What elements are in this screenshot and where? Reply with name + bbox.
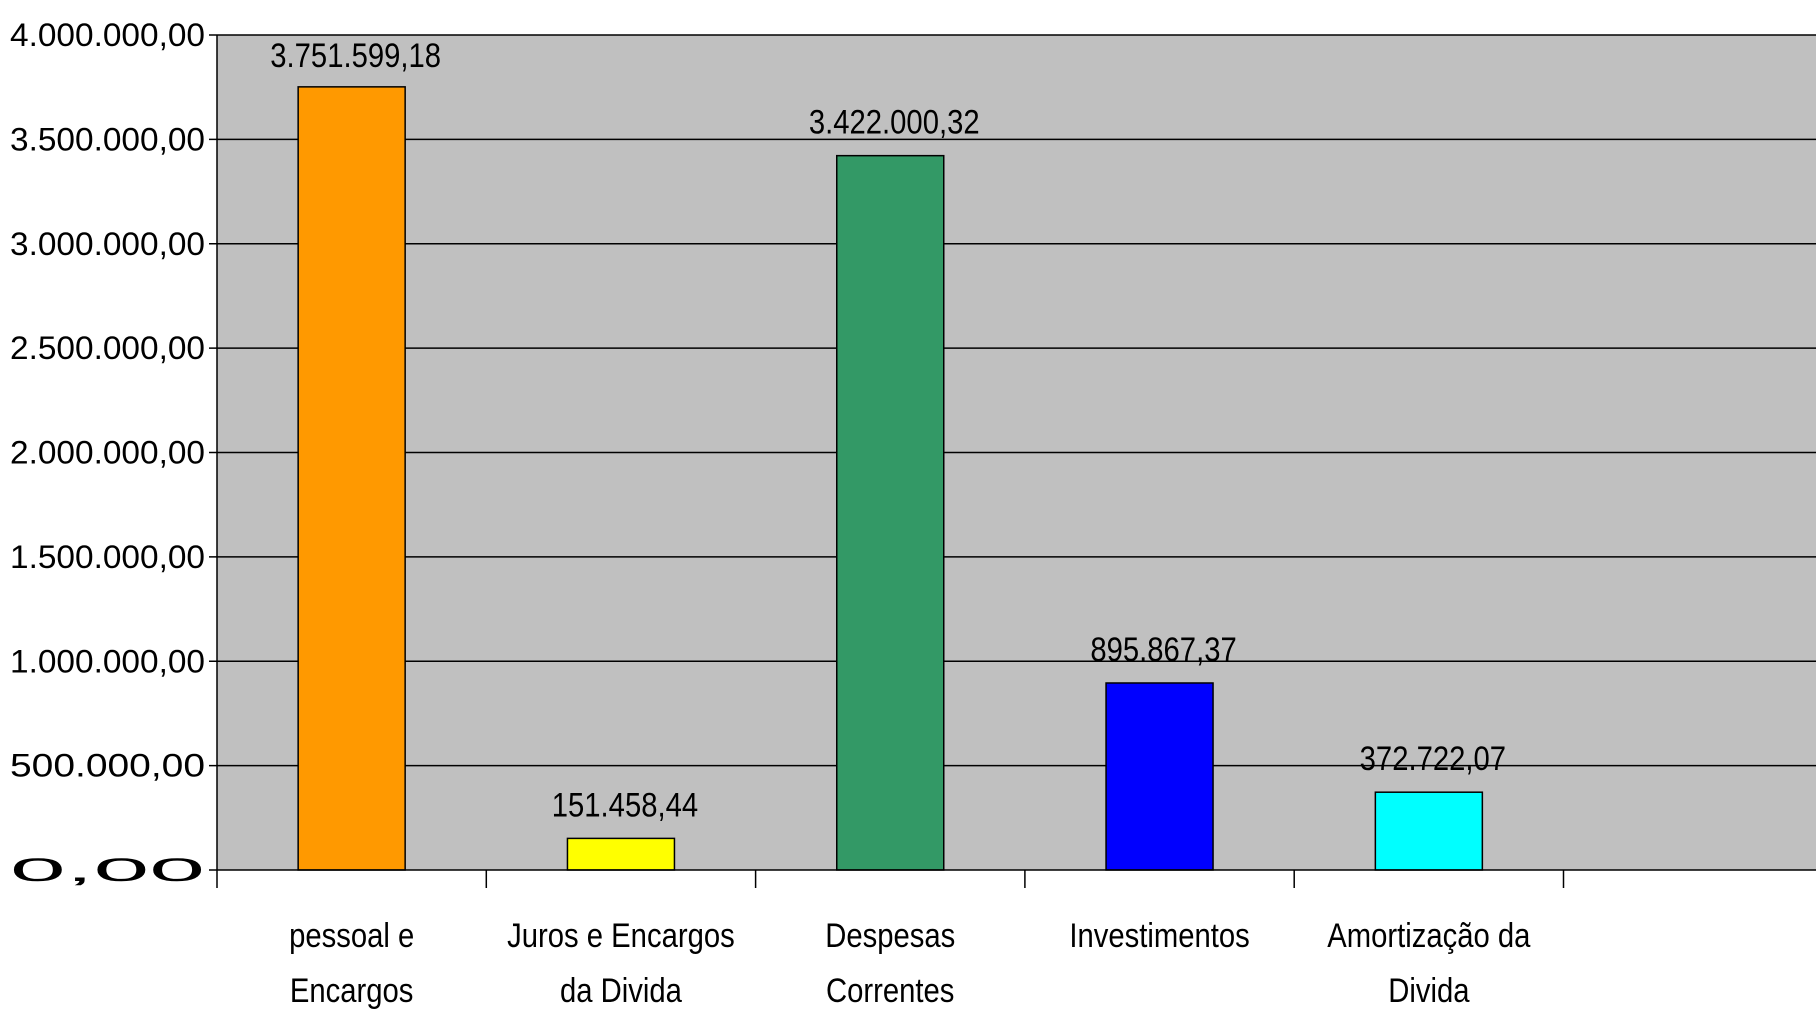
category-label: Investimentos [1069, 917, 1249, 955]
bar [836, 154, 945, 871]
y-tick-label: 1.000.000,00 [10, 643, 205, 679]
bar [1105, 682, 1214, 871]
category-label: Amortização da [1327, 917, 1530, 955]
bar [566, 837, 676, 871]
y-tick-label: 1.500.000,00 [10, 539, 205, 575]
category-label: Correntes [826, 972, 954, 1010]
bars [297, 86, 1484, 871]
labels: 0,00 500.000,00 1.000.000,00 1.500.000,00 2.… [10, 17, 1530, 1010]
category-label: da Divida [560, 972, 682, 1010]
axes [209, 34, 1816, 888]
category-label: pessoal e [289, 917, 414, 955]
y-tick-label: 4.000.000,00 [10, 17, 205, 53]
category-label: Encargos [290, 972, 414, 1010]
y-tick-label: 0,00 [10, 852, 205, 888]
y-tick-label: 500.000,00 [10, 748, 205, 784]
y-tick-label: 2.500.000,00 [10, 330, 205, 366]
category-label: Divida [1388, 972, 1469, 1010]
gridlines [217, 34, 1816, 767]
data-label: 3.422.000,32 [809, 104, 980, 142]
bar [297, 86, 406, 871]
data-label: 3.751.599,18 [270, 37, 441, 75]
y-tick-label: 3.500.000,00 [10, 121, 205, 157]
bar [1374, 791, 1484, 871]
y-tick-label: 2.000.000,00 [10, 435, 205, 471]
y-tick-label: 3.000.000,00 [10, 226, 205, 262]
data-label: 151.458,44 [552, 786, 698, 824]
data-label: 372.722,07 [1360, 740, 1506, 778]
category-label: Juros e Encargos [507, 917, 735, 955]
data-label: 895.867,37 [1090, 631, 1236, 669]
category-label: Despesas [825, 917, 955, 955]
